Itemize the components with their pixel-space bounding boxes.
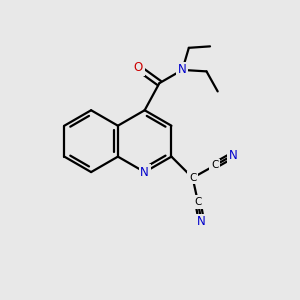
Text: N: N bbox=[197, 215, 206, 229]
Text: O: O bbox=[134, 61, 143, 74]
Text: N: N bbox=[229, 149, 237, 162]
Text: N: N bbox=[140, 166, 149, 178]
Text: N: N bbox=[178, 63, 187, 76]
Text: C: C bbox=[211, 160, 218, 170]
Text: C: C bbox=[194, 197, 202, 207]
Text: C: C bbox=[189, 173, 196, 183]
